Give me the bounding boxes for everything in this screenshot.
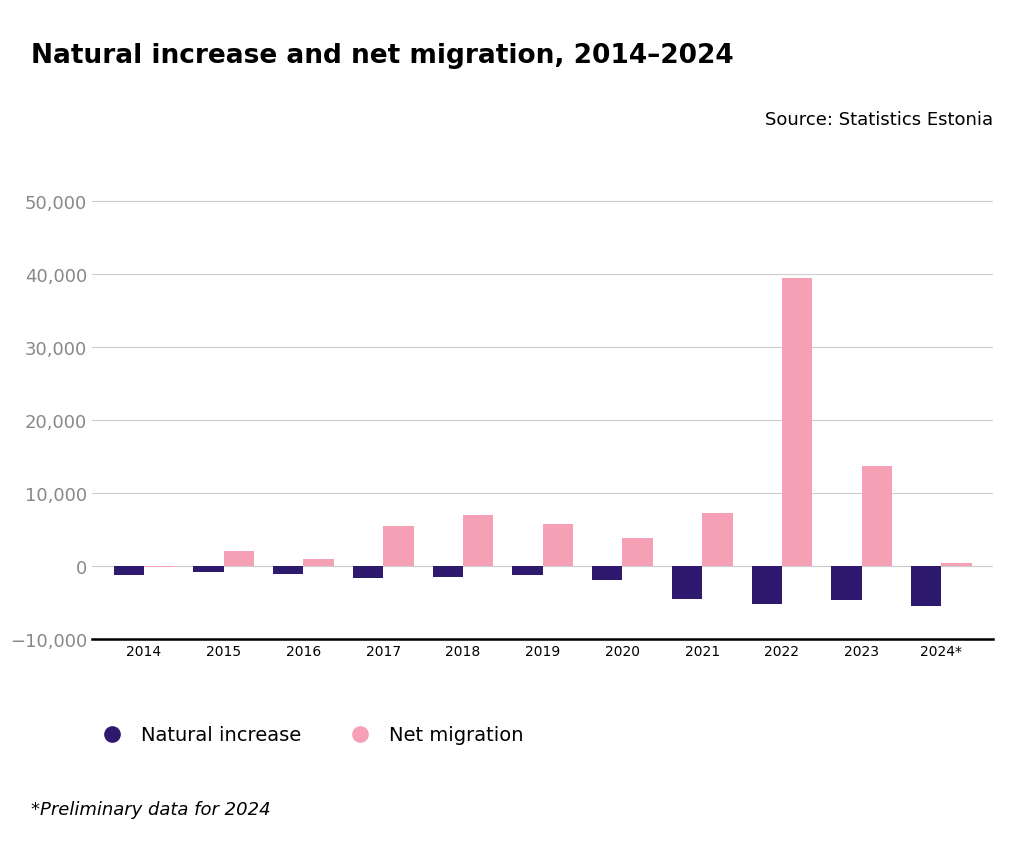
Bar (194, 567, 223, 573)
Bar (273, 567, 303, 574)
Bar (672, 567, 702, 599)
Bar (782, 279, 812, 567)
Text: Natural increase and net migration, 2014–2024: Natural increase and net migration, 2014… (31, 43, 733, 68)
Bar (303, 560, 334, 567)
Bar (862, 466, 892, 567)
Text: *Preliminary data for 2024: *Preliminary data for 2024 (31, 800, 270, 818)
Bar (752, 567, 782, 604)
Bar (512, 567, 543, 576)
Bar (383, 527, 414, 567)
Bar (592, 567, 623, 581)
Bar (433, 567, 463, 577)
Text: Source: Statistics Estonia: Source: Statistics Estonia (765, 111, 993, 129)
Bar (543, 525, 573, 567)
Bar (941, 563, 972, 567)
Bar (623, 538, 652, 567)
Bar (223, 551, 254, 567)
Bar (353, 567, 383, 579)
Bar (911, 567, 941, 607)
Bar (831, 567, 862, 601)
Bar (463, 515, 494, 567)
Bar (114, 567, 144, 575)
Bar (702, 514, 732, 567)
Legend: Natural increase, Net migration: Natural increase, Net migration (93, 725, 523, 745)
